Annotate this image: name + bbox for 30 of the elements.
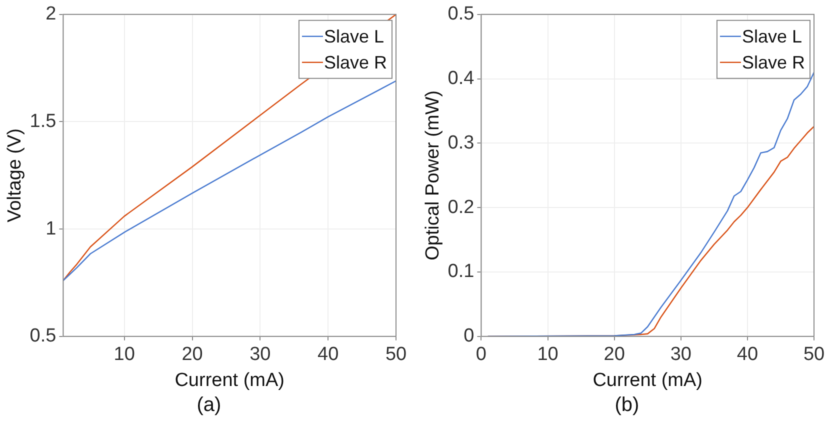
y-tick-label: 2	[46, 4, 56, 25]
x-tick-label: 40	[736, 344, 758, 366]
legend-label: Slave R	[742, 52, 806, 72]
legend-label: Slave R	[324, 52, 388, 72]
x-tick-label: 50	[803, 344, 825, 366]
x-tick-label: 20	[182, 344, 203, 366]
y-tick-label: 0	[464, 326, 474, 347]
x-axis-title: Current (mA)	[592, 370, 703, 391]
x-tick-label: 30	[670, 344, 692, 366]
y-tick-label: 0.4	[448, 68, 475, 90]
y-axis-title: Voltage (V)	[4, 128, 26, 222]
y-tick-label: 1.5	[30, 110, 56, 132]
legend-label: Slave L	[742, 26, 802, 46]
x-tick-label: 10	[537, 344, 558, 366]
y-tick-label: 1	[46, 218, 56, 240]
y-tick-label: 0.2	[448, 196, 474, 218]
text: (a)	[196, 394, 222, 417]
y-tick-label: 0.5	[448, 4, 474, 25]
text: (b)	[614, 394, 640, 417]
y-axis-title: Optical Power (mW)	[422, 90, 444, 260]
x-tick-label: 40	[318, 344, 339, 366]
y-tick-label: 0.1	[448, 261, 474, 282]
x-axis-title: Current (mA)	[174, 370, 285, 391]
x-tick-label: 30	[250, 344, 271, 366]
legend-label: Slave L	[324, 26, 384, 46]
y-tick-label: 0.3	[448, 132, 474, 154]
x-tick-label: 20	[604, 344, 625, 366]
x-tick-label: 10	[114, 344, 135, 366]
x-tick-label: 50	[385, 344, 407, 366]
y-tick-label: 0.5	[30, 326, 56, 347]
